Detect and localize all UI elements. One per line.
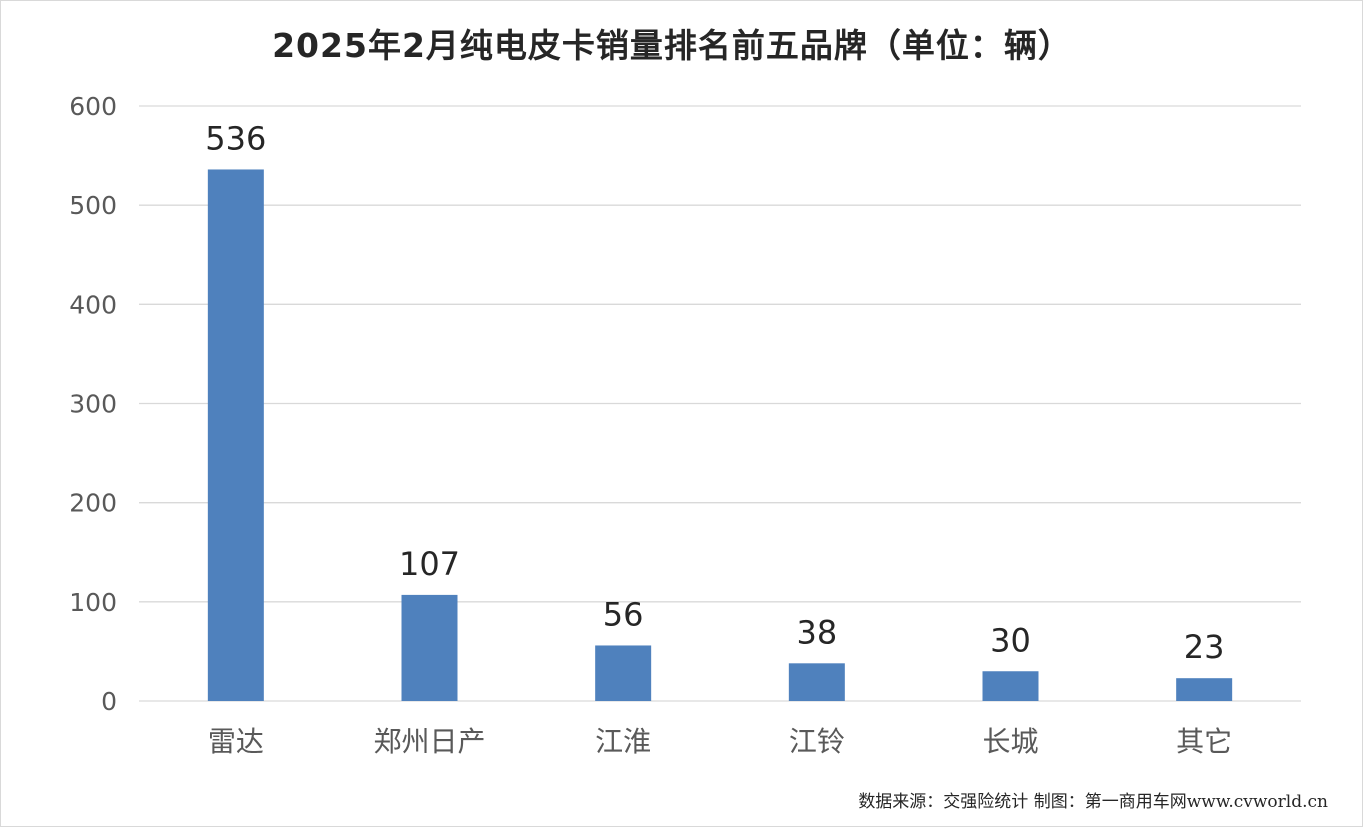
x-tick-label: 雷达 <box>208 725 264 758</box>
bar <box>401 594 458 701</box>
data-label: 536 <box>205 119 266 157</box>
data-label: 23 <box>1184 628 1225 666</box>
data-source-note: 数据来源：交强险统计 制图：第一商用车网www.cvworld.cn <box>858 792 1328 812</box>
y-tick-label: 600 <box>69 92 117 121</box>
bar <box>982 671 1039 701</box>
data-label: 107 <box>399 545 460 583</box>
x-tick-label: 郑州日产 <box>373 725 485 758</box>
x-axis-labels: 雷达 郑州日产 江淮 江铃 长城 其它 <box>208 725 1232 758</box>
bar <box>1176 678 1233 701</box>
x-tick-label: 江铃 <box>789 725 845 758</box>
chart-title: 2025年2月纯电皮卡销量排名前五品牌（单位：辆） <box>272 26 1072 65</box>
y-tick-label: 100 <box>69 588 117 617</box>
x-tick-label: 其它 <box>1176 725 1232 758</box>
bars <box>207 169 1233 701</box>
bar <box>788 663 845 701</box>
gridlines <box>139 105 1301 702</box>
y-tick-label: 500 <box>69 191 117 220</box>
data-label: 56 <box>603 595 644 633</box>
data-labels: 536 107 56 38 30 23 <box>205 119 1224 666</box>
y-axis-labels: 0 100 200 300 400 500 600 <box>69 92 117 716</box>
x-tick-label: 江淮 <box>595 725 651 758</box>
y-tick-label: 300 <box>69 390 117 419</box>
x-tick-label: 长城 <box>982 725 1038 758</box>
y-tick-label: 0 <box>101 687 117 716</box>
bar <box>207 169 264 701</box>
y-tick-label: 400 <box>69 290 117 319</box>
bar <box>595 645 652 701</box>
data-label: 38 <box>796 613 837 651</box>
data-label: 30 <box>990 621 1031 659</box>
y-tick-label: 200 <box>69 489 117 518</box>
